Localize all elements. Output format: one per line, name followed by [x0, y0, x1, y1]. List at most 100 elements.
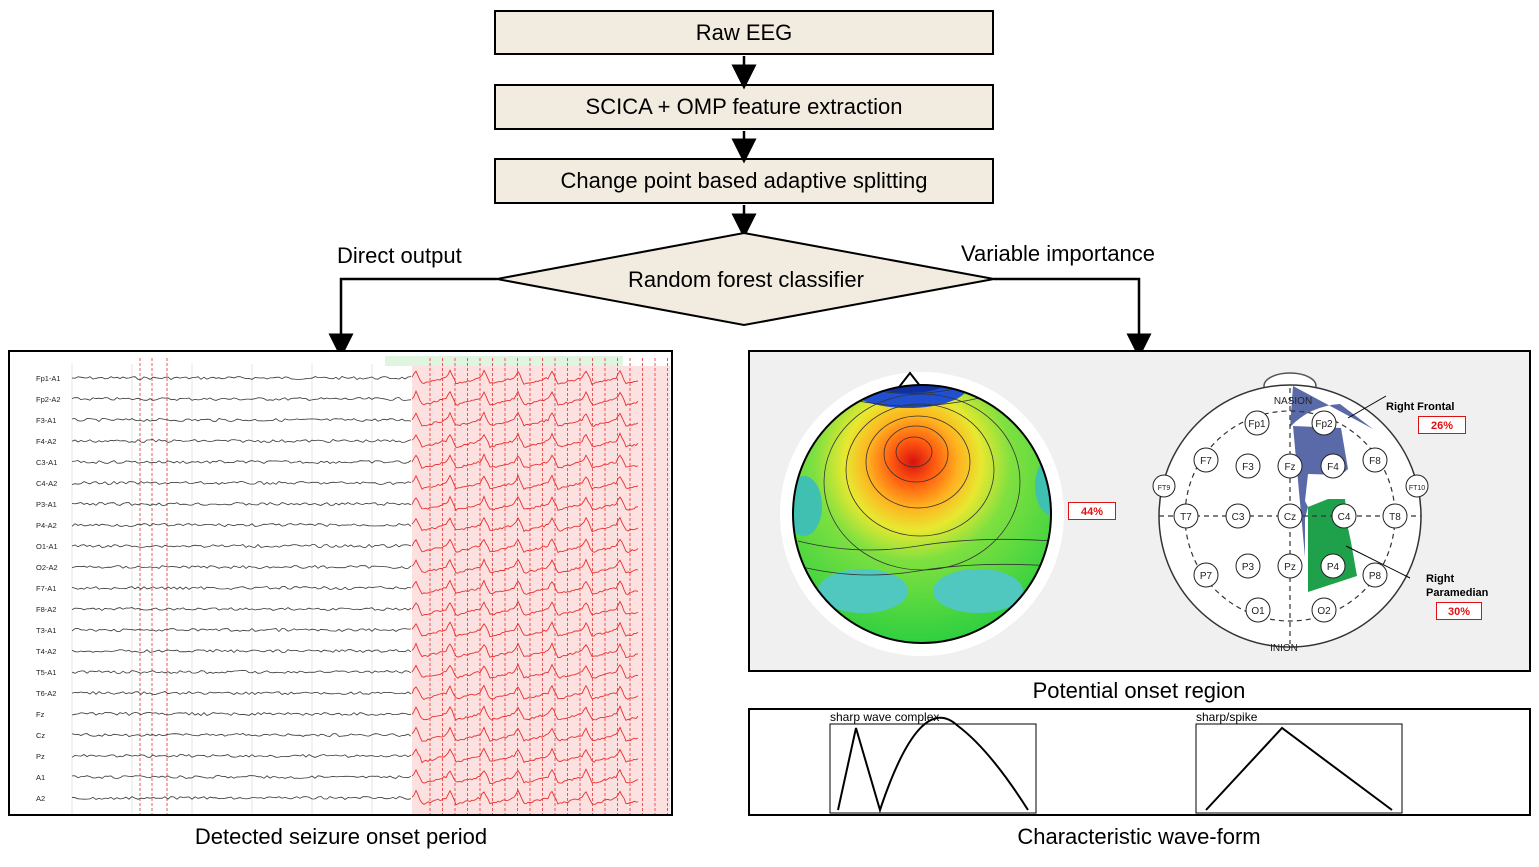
- channel-label: O1-A1: [36, 542, 58, 551]
- classifier-diamond: [496, 231, 995, 327]
- electrode-t7: T7: [1173, 503, 1199, 529]
- channel-label: F7-A1: [36, 584, 56, 593]
- eeg-trace-seizure: [411, 538, 639, 554]
- svg-text:Pz: Pz: [1284, 562, 1296, 573]
- wave2-frame: [1195, 723, 1403, 814]
- svg-text:F7: F7: [1200, 456, 1212, 467]
- classifier-label: Random forest classifier: [628, 267, 864, 292]
- channel-label: T5-A1: [36, 668, 56, 677]
- eeg-trace-seizure: [411, 663, 639, 679]
- eeg-trace-normal: [71, 628, 412, 633]
- electrode-f7: F7: [1193, 447, 1219, 473]
- channel-label: O2-A2: [36, 563, 58, 572]
- electrode-f3: F3: [1235, 453, 1261, 479]
- sharp-spike: [1205, 726, 1393, 811]
- svg-text:FT9: FT9: [1158, 485, 1171, 492]
- electrode-ft9: FT9: [1152, 474, 1176, 498]
- svg-text:P4: P4: [1327, 562, 1340, 573]
- eeg-trace-seizure: [411, 495, 639, 512]
- eeg-panel: Fp1-A1 Fp2-A2 F3-A1 F4-A2 C3-A1 C4-A2 P3-A1 P4-…: [8, 350, 673, 816]
- topomap: [780, 371, 1064, 656]
- svg-text:C3: C3: [1232, 512, 1245, 523]
- eeg-trace-normal: [71, 418, 412, 423]
- eeg-trace-normal: [71, 480, 412, 486]
- eeg-trace-normal: [71, 544, 412, 548]
- svg-text:Fz: Fz: [1284, 462, 1295, 473]
- eeg-trace-seizure: [411, 452, 639, 469]
- eeg-trace-seizure: [411, 641, 639, 658]
- electrode-o2: O2: [1311, 597, 1337, 623]
- electrode-fp1: Fp1: [1244, 410, 1270, 436]
- channel-label: C3-A1: [36, 458, 57, 467]
- svg-text:P8: P8: [1369, 571, 1382, 582]
- adaptive-splitting-label: Change point based adaptive splitting: [560, 168, 928, 193]
- electrode-c4: C4: [1331, 503, 1357, 529]
- left-branch-arrow: [328, 277, 497, 359]
- eeg-trace-normal: [71, 649, 412, 654]
- electrode-o1: O1: [1245, 597, 1271, 623]
- sharp-wave-complex: [837, 716, 1029, 814]
- channel-label: C4-A2: [36, 479, 57, 488]
- electrode-fz: Fz: [1277, 453, 1303, 479]
- eeg-trace-normal: [71, 670, 412, 674]
- channel-label: T3-A1: [36, 626, 56, 635]
- eeg-trace-seizure: [411, 390, 639, 407]
- right-frontal-label: Right Frontal: [1386, 401, 1455, 413]
- right-branch-arrow: [994, 277, 1152, 359]
- eeg-trace-seizure: [411, 411, 639, 427]
- onset-marker-bar: [385, 356, 623, 366]
- electrode-p4: P4: [1320, 553, 1346, 579]
- svg-text:O2: O2: [1317, 606, 1331, 617]
- eeg-trace-seizure: [411, 768, 639, 784]
- svg-text:P7: P7: [1200, 571, 1213, 582]
- electrode-t8: T8: [1382, 503, 1408, 529]
- channel-label: T6-A2: [36, 689, 56, 698]
- eeg-trace-seizure: [411, 789, 638, 806]
- eeg-trace-seizure: [411, 432, 639, 449]
- onset-panel: 44% NASION INION Fp1 Fp2 F7 F3 Fz F4 F8 FT9 FT10 T7…: [748, 350, 1531, 672]
- eeg-trace-normal: [71, 586, 412, 590]
- electrode-p3: P3: [1235, 553, 1261, 579]
- channel-label: A1: [36, 773, 45, 782]
- electrode-pz: Pz: [1277, 553, 1303, 579]
- right-frontal-pct: 26%: [1418, 416, 1466, 434]
- electrode-f8: F8: [1362, 447, 1388, 473]
- svg-text:Cz: Cz: [1284, 512, 1296, 523]
- electrode-p8: P8: [1362, 562, 1388, 588]
- channel-label: T4-A2: [36, 647, 56, 656]
- eeg-trace-normal: [71, 754, 412, 758]
- eeg-trace-normal: [71, 565, 412, 569]
- eeg-trace-seizure: [411, 579, 639, 596]
- svg-text:P3: P3: [1242, 562, 1255, 573]
- eeg-trace-normal: [71, 460, 412, 464]
- svg-text:Fp2: Fp2: [1315, 419, 1333, 430]
- svg-text:Fp1: Fp1: [1248, 419, 1266, 430]
- topomap-pct: 44%: [1068, 502, 1116, 520]
- right-paramedian-label-1: Right: [1426, 573, 1455, 585]
- eeg-trace-seizure: [411, 558, 639, 574]
- eeg-trace-seizure: [411, 705, 639, 721]
- feature-extraction-box: SCICA + OMP feature extraction: [494, 84, 994, 130]
- svg-text:F4: F4: [1327, 462, 1339, 473]
- waveform-panel: sharp wave complex sharp/spike: [748, 708, 1531, 816]
- svg-text:C4: C4: [1338, 512, 1351, 523]
- channel-label: Fp2-A2: [36, 395, 61, 404]
- channel-label: A2: [36, 794, 45, 803]
- eeg-trace-normal: [71, 607, 412, 611]
- svg-text:F3: F3: [1242, 462, 1254, 473]
- raw-eeg-box: Raw EEG: [494, 10, 994, 55]
- electrode-f4: F4: [1320, 453, 1346, 479]
- wave1-title: sharp wave complex: [830, 710, 940, 724]
- direct-output-label: Direct output: [337, 243, 462, 268]
- channel-label: F8-A2: [36, 605, 56, 614]
- svg-text:F8: F8: [1369, 456, 1381, 467]
- eeg-trace-normal: [71, 775, 412, 779]
- eeg-trace-seizure: [411, 369, 639, 386]
- electrode-c3: C3: [1225, 503, 1251, 529]
- eeg-trace-seizure: [411, 747, 639, 764]
- paramedian-pointer: [1345, 545, 1411, 579]
- waveform-caption: Characteristic wave-form: [1017, 824, 1261, 849]
- eeg-trace-seizure: [411, 600, 639, 617]
- feature-extraction-label: SCICA + OMP feature extraction: [585, 94, 903, 119]
- eeg-trace-normal: [71, 502, 412, 506]
